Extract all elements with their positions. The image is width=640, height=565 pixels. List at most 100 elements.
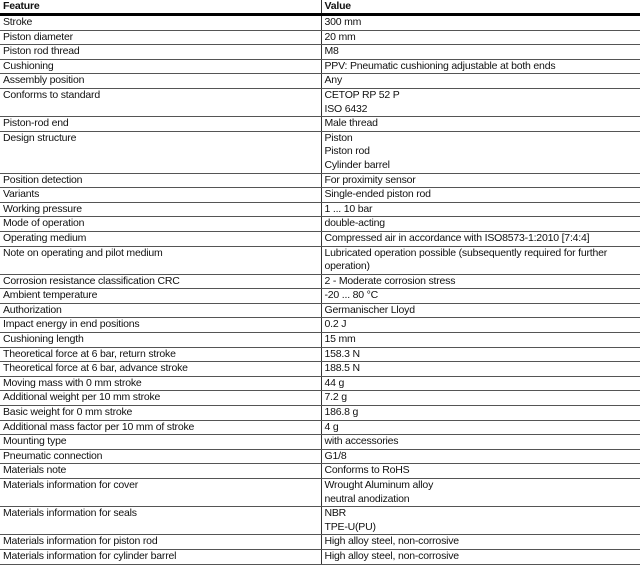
table-row: Mounting type with accessories	[0, 434, 640, 450]
table-row: Operating medium Compressed air in accord…	[0, 231, 640, 247]
value-cell: For proximity sensor	[320, 173, 640, 189]
table-header-row: Feature Value	[0, 0, 640, 16]
table-row: Variants Single-ended piston rod	[0, 187, 640, 203]
feature-label: Assembly position	[3, 74, 85, 87]
value-cell: 4 g	[320, 420, 640, 436]
feature-label: Piston-rod end	[3, 117, 69, 130]
value-cell: -20 ... 80 °C	[320, 288, 640, 304]
feature-cell: Conforms to standard	[0, 88, 321, 118]
feature-cell: Design structure	[0, 131, 321, 174]
feature-cell: Impact energy in end positions	[0, 317, 321, 334]
feature-label: Impact energy in end positions	[3, 318, 140, 331]
value-line: ISO 6432	[324, 102, 368, 115]
feature-cell: Assembly position	[0, 73, 321, 89]
feature-cell: Piston rod thread	[0, 44, 321, 60]
value-line: 1 ... 10 bar	[324, 202, 373, 215]
value-cell: Wrought Aluminum alloy neutral anodizatio…	[320, 478, 640, 508]
feature-label: Cushioning	[3, 59, 54, 72]
table-body: Stroke 300 mm Piston diameter 20 mm Piston r…	[0, 14, 640, 565]
feature-cell: Cushioning	[0, 59, 321, 75]
feature-label: Moving mass with 0 mm stroke	[3, 376, 142, 389]
value-cell: 15 mm	[320, 332, 640, 348]
feature-label: Additional weight per 10 mm stroke	[3, 391, 161, 404]
value-cell: Male thread	[320, 116, 640, 132]
value-line: Any	[324, 74, 343, 87]
value-line: with accessories	[324, 435, 399, 448]
value-line: Wrought Aluminum alloy	[324, 479, 434, 491]
value-cell: M8	[320, 44, 640, 60]
value-cell: G1/8	[320, 449, 640, 465]
table-row: Additional weight per 10 mm stroke 7.2 g	[0, 390, 640, 407]
value-line: neutral anodization	[324, 492, 410, 505]
value-cell: 188.5 N	[320, 361, 640, 377]
value-line: NBR	[324, 507, 347, 520]
table-row: Pneumatic connection G1/8	[0, 449, 640, 465]
value-cell: 186.8 g	[320, 405, 640, 421]
feature-label: Note on operating and pilot medium	[3, 246, 163, 259]
table-row: Materials information for piston rod High…	[0, 534, 640, 550]
feature-cell: Basic weight for 0 mm stroke	[0, 405, 321, 421]
table-row: Additional mass factor per 10 mm of stro…	[0, 420, 640, 436]
value-line: 188.5 N	[324, 362, 361, 375]
feature-label: Working pressure	[3, 202, 82, 215]
table-row: Cushioning PPV: Pneumatic cushioning adju…	[0, 59, 640, 75]
value-line: Lubricated operation possible (subsequen…	[324, 246, 608, 259]
feature-cell: Operating medium	[0, 231, 321, 247]
feature-cell: Ambient temperature	[0, 288, 321, 304]
value-cell: 7.2 g	[320, 390, 640, 407]
feature-label: Corrosion resistance classification CRC	[3, 274, 180, 287]
value-cell: Single-ended piston rod	[320, 187, 640, 203]
feature-label: Materials information for cover	[3, 479, 139, 491]
feature-cell: Materials information for cover	[0, 478, 321, 508]
feature-cell: Corrosion resistance classification CRC	[0, 274, 321, 290]
table-row: Note on operating and pilot medium Lubric…	[0, 246, 640, 275]
table-row: Mode of operation double-acting	[0, 216, 640, 232]
value-line: 15 mm	[324, 333, 356, 346]
value-line: High alloy steel, non-corrosive	[324, 549, 460, 562]
table-row: Stroke 300 mm	[0, 14, 640, 31]
value-line: double-acting	[324, 217, 386, 230]
feature-label: Variants	[3, 188, 40, 201]
value-cell: NBR TPE-U(PU)	[320, 506, 640, 536]
table-row: Theoretical force at 6 bar, advance stro…	[0, 361, 640, 377]
table-row: Piston rod thread M8	[0, 44, 640, 60]
feature-cell: Materials information for cylinder barre…	[0, 549, 321, 565]
value-line: 300 mm	[324, 16, 362, 28]
table-row: Assembly position Any	[0, 73, 640, 89]
feature-label: Materials information for seals	[3, 507, 137, 520]
value-column-header: Value	[320, 0, 640, 16]
feature-label: Materials information for cylinder barre…	[3, 549, 177, 562]
feature-label: Additional mass factor per 10 mm of stro…	[3, 420, 195, 433]
table-row: Corrosion resistance classification CRC 2…	[0, 274, 640, 290]
feature-column-header: Feature	[0, 0, 321, 16]
value-line: 44 g	[324, 376, 345, 389]
value-cell: PPV: Pneumatic cushioning adjustable at …	[320, 59, 640, 75]
table-row: Impact energy in end positions 0.2 J	[0, 317, 640, 334]
feature-cell: Moving mass with 0 mm stroke	[0, 376, 321, 392]
value-cell: Germanischer Lloyd	[320, 303, 640, 319]
feature-cell: Authorization	[0, 303, 321, 319]
table-row: Piston diameter 20 mm	[0, 30, 640, 46]
value-cell: Compressed air in accordance with ISO857…	[320, 231, 640, 247]
table-row: Working pressure 1 ... 10 bar	[0, 202, 640, 218]
value-line: For proximity sensor	[324, 173, 416, 186]
feature-label: Piston rod thread	[3, 45, 80, 58]
feature-cell: Cushioning length	[0, 332, 321, 348]
feature-cell: Variants	[0, 187, 321, 203]
feature-cell: Piston-rod end	[0, 116, 321, 132]
feature-label: Operating medium	[3, 231, 87, 244]
feature-label: Stroke	[3, 16, 33, 28]
value-line: M8	[324, 45, 339, 58]
feature-cell: Theoretical force at 6 bar, advance stro…	[0, 361, 321, 377]
feature-cell: Stroke	[0, 14, 321, 31]
value-line: 2 - Moderate corrosion stress	[324, 274, 456, 287]
table-row: Theoretical force at 6 bar, return strok…	[0, 347, 640, 363]
table-row: Basic weight for 0 mm stroke 186.8 g	[0, 405, 640, 421]
value-line: TPE-U(PU)	[324, 520, 376, 533]
feature-cell: Piston diameter	[0, 30, 321, 46]
value-line: Piston	[324, 131, 353, 144]
feature-cell: Additional mass factor per 10 mm of stro…	[0, 420, 321, 436]
feature-label: Piston diameter	[3, 30, 73, 43]
value-line: 0.2 J	[324, 318, 347, 331]
feature-cell: Note on operating and pilot medium	[0, 246, 321, 275]
